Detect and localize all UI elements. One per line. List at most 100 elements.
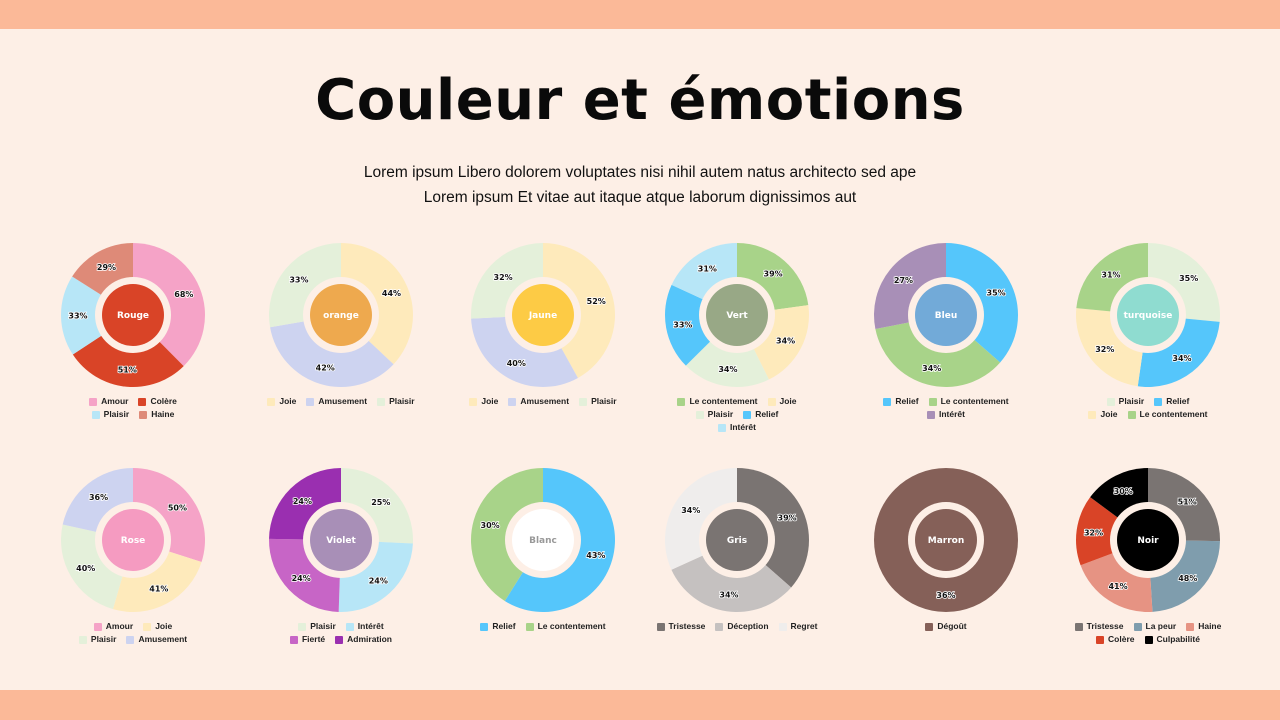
legend-row: Tristesse La peur Haine [1070, 620, 1227, 633]
legend-label: Relief [492, 621, 516, 631]
legend-label: Tristesse [1086, 621, 1124, 631]
legend-label: Relief [755, 409, 779, 419]
legend-swatch [743, 410, 752, 419]
legend-item: Plaisir [695, 408, 734, 421]
slice-value-label: 39% [764, 270, 783, 279]
center-label: Jaune [528, 311, 557, 321]
legend-item: Le contentement [1127, 408, 1208, 421]
center-color-circle [706, 509, 768, 571]
legend-item: Joie [1088, 408, 1118, 421]
legend-swatch [677, 397, 686, 406]
slice-value-label: 31% [1101, 270, 1120, 279]
legend-swatch [656, 622, 665, 631]
legend-label: Culpabilité [1156, 634, 1200, 644]
legend-item: Plaisir [579, 395, 617, 408]
legend-swatch [925, 622, 934, 631]
legend-swatch [480, 622, 489, 631]
legend-label: Le contentement [1139, 409, 1208, 419]
slice-value-label: 52% [587, 297, 606, 306]
legend-row: Joie Amusement Plaisir [464, 395, 621, 408]
legend-row: Relief Le contentement [878, 395, 1013, 408]
slice-value-label: 25% [371, 498, 390, 507]
legend-label: La peur [1145, 621, 1177, 631]
slice-value-label: 36% [936, 591, 955, 600]
center-color-circle [102, 509, 164, 571]
legend-item: Intérêt [345, 620, 384, 633]
page-subtitle: Lorem ipsum Libero dolorem voluptates ni… [0, 160, 1280, 210]
donut-chart-violet: Violet 25% 24% 24% 24% Plaisir Intérêt Fierté Ad… [241, 466, 441, 646]
legend-label: Relief [895, 396, 919, 406]
legend-swatch [525, 622, 534, 631]
legend-swatch [928, 397, 937, 406]
donut-chart-turquoise: turquoise 35% 34% 32% 31% Plaisir Relief Joie Le… [1048, 241, 1248, 421]
page-title: Couleur et émotions [315, 68, 965, 133]
legend-swatch [78, 635, 87, 644]
legend-row: Fierté Admiration [285, 633, 397, 646]
legend-item: Tristesse [1074, 620, 1124, 633]
center-label: Gris [727, 536, 747, 546]
donut-chart-blanc: Blanc 43% 30% Relief Le contentement [443, 466, 643, 633]
slice-relief [946, 243, 1018, 363]
legend-label: Amusement [138, 634, 188, 644]
legend-label: Le contentement [689, 396, 758, 406]
slice-value-label: 32% [1095, 345, 1114, 354]
legend-label: Haine [151, 409, 175, 419]
center-label: Noir [1137, 536, 1159, 546]
slice-value-label: 34% [776, 337, 795, 346]
legend-label: Déception [727, 621, 769, 631]
legend-row: Tristesse Déception Regret [652, 620, 823, 633]
slice-value-label: 51% [118, 366, 137, 375]
center-color-circle [1117, 509, 1179, 571]
legend-swatch [1127, 410, 1136, 419]
legend-label: Joie [779, 396, 797, 406]
donut-chart-rose: Rose 50% 41% 40% 36% Amour Joie Plaisir Amusemen… [33, 466, 233, 646]
chart-legend: Dégoût [846, 620, 1046, 633]
center-color-circle [310, 284, 372, 346]
legend-label: Amusement [318, 396, 368, 406]
legend-swatch [93, 622, 102, 631]
legend-label: Plaisir [707, 409, 734, 419]
legend-item: Relief [1154, 395, 1189, 408]
chart-legend: Plaisir Intérêt Fierté Admiration [241, 620, 441, 646]
legend-label: Regret [790, 621, 818, 631]
legend-label: Colère [150, 396, 177, 406]
slice-value-label: 34% [1172, 354, 1191, 363]
chart-legend: Amour Joie Plaisir Amusement [33, 620, 233, 646]
legend-row: Le contentement Joie [672, 395, 801, 408]
legend-item: Amour [93, 620, 133, 633]
slice-value-label: 33% [673, 321, 692, 330]
legend-label: Intérêt [357, 621, 384, 631]
legend-label: Relief [1166, 396, 1190, 406]
chart-legend: Amour Colère Plaisir Haine [33, 395, 233, 421]
legend-label: Amour [101, 396, 129, 406]
slice-value-label: 33% [68, 311, 87, 320]
legend-swatch [345, 622, 354, 631]
legend-item: Joie [143, 620, 172, 633]
legend-row: Plaisir Relief [691, 408, 784, 421]
legend-swatch [1133, 622, 1142, 631]
slice-value-label: 51% [1178, 497, 1197, 506]
legend-swatch [126, 635, 135, 644]
legend-row: Amour Joie [89, 620, 177, 633]
legend-item: Intérêt [927, 408, 965, 421]
legend-item: Culpabilité [1144, 633, 1200, 646]
legend-label: Colère [1108, 634, 1135, 644]
legend-item: Relief [743, 408, 778, 421]
legend-swatch [579, 397, 588, 406]
legend-swatch [1088, 410, 1097, 419]
slice-value-label: 41% [1108, 582, 1127, 591]
legend-swatch [1096, 635, 1105, 644]
legend-row: Plaisir Relief [1102, 395, 1195, 408]
legend-swatch [377, 397, 386, 406]
slice-value-label: 50% [168, 504, 187, 513]
legend-row: Plaisir Amusement [74, 633, 192, 646]
slice-value-label: 30% [481, 521, 500, 530]
legend-item: Le contentement [928, 395, 1009, 408]
bottom-band [0, 690, 1280, 720]
legend-label: Fierté [301, 634, 326, 644]
legend-item: Regret [778, 620, 818, 633]
legend-swatch [767, 397, 776, 406]
center-label: turquoise [1124, 311, 1173, 321]
center-color-circle [706, 284, 768, 346]
legend-row: Amour Colère [84, 395, 182, 408]
